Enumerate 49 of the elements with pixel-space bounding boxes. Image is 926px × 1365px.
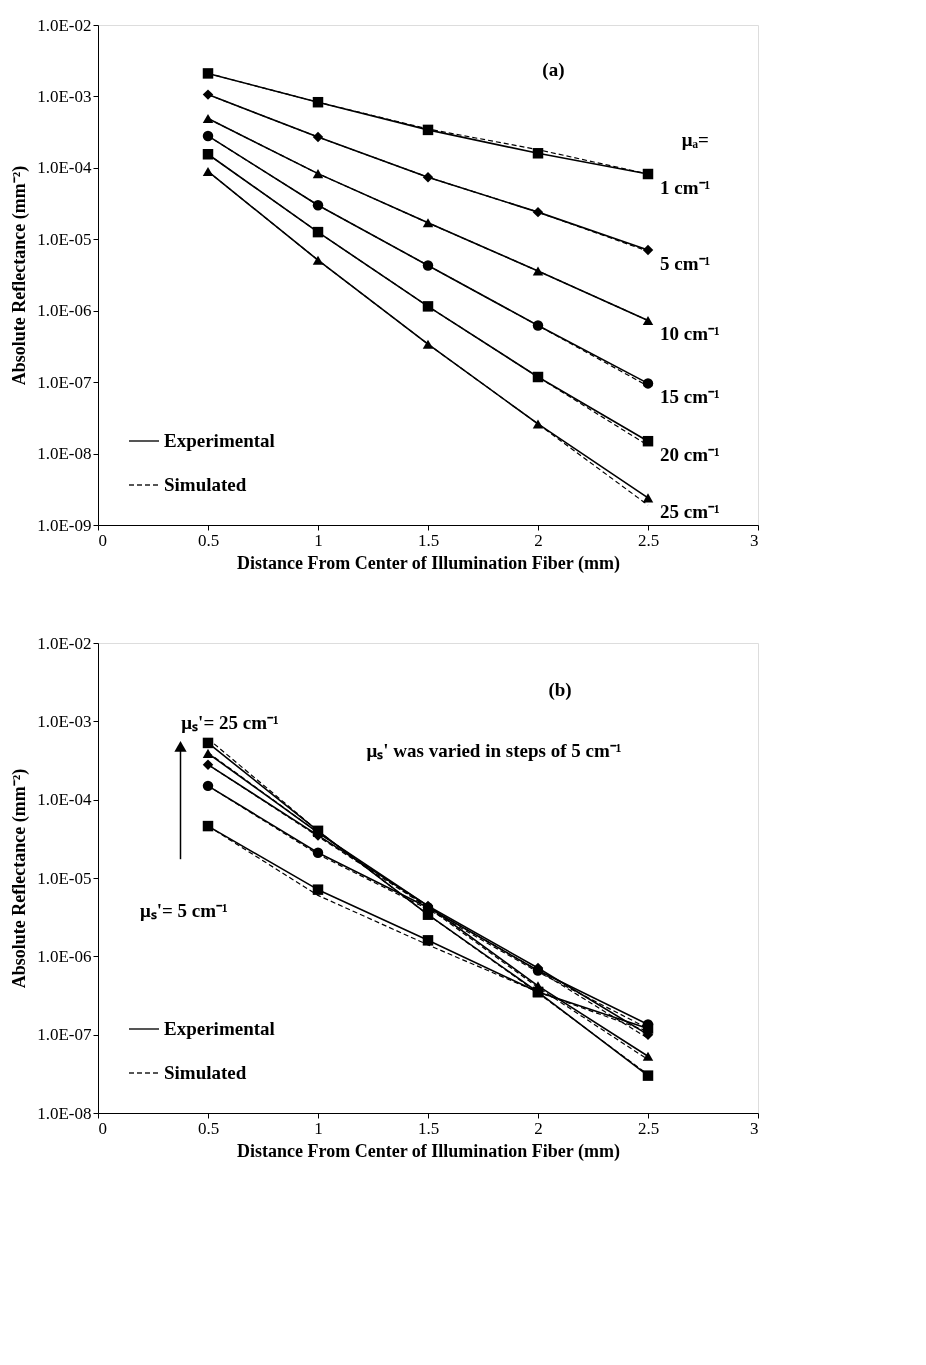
x-tick-label: 2.5 <box>637 1118 660 1138</box>
y-tick-label: 1.0E-02 <box>37 633 92 653</box>
x-tick-label: 3 <box>750 530 759 550</box>
y-axis-title: Absolute Reflectance (mm⁻²) <box>9 165 31 386</box>
series-label: 15 cm⁻¹ <box>660 386 720 408</box>
annotation: Simulated <box>164 474 247 495</box>
annotation: μₛ'= 5 cm⁻¹ <box>139 899 228 921</box>
annotation: μₛ'= 25 cm⁻¹ <box>181 711 279 733</box>
series-label: 1 cm⁻¹ <box>660 177 711 199</box>
y-tick-label: 1.0E-05 <box>37 229 92 249</box>
y-tick-label: 1.0E-05 <box>37 868 92 888</box>
y-tick-label: 1.0E-04 <box>37 158 92 178</box>
x-tick-label: 1.5 <box>417 530 440 550</box>
annotation: (b) <box>548 679 572 701</box>
x-tick-label: 2 <box>534 1118 543 1138</box>
y-tick-label: 1.0E-08 <box>37 444 92 464</box>
x-tick-label: 0.5 <box>197 530 220 550</box>
annotation: μₐ= <box>681 129 709 150</box>
annotation: μₛ' was varied in steps of 5 cm⁻¹ <box>366 740 622 762</box>
annotation: Simulated <box>164 1062 247 1083</box>
y-tick-label: 1.0E-08 <box>37 1103 92 1123</box>
x-tick-label: 0.5 <box>197 1118 220 1138</box>
y-tick-label: 1.0E-03 <box>37 711 92 731</box>
x-tick-label: 1 <box>314 530 323 550</box>
y-tick-label: 1.0E-07 <box>37 372 92 392</box>
annotation: Experimental <box>164 430 275 451</box>
annotation: Experimental <box>164 1018 275 1039</box>
y-tick-label: 1.0E-03 <box>37 86 92 106</box>
x-tick-label: 3 <box>750 1118 759 1138</box>
series-label: 25 cm⁻¹ <box>660 500 720 522</box>
x-tick-label: 0 <box>98 530 107 550</box>
x-tick-label: 2.5 <box>637 530 660 550</box>
y-tick-label: 1.0E-06 <box>37 301 92 321</box>
y-axis-title: Absolute Reflectance (mm⁻²) <box>9 768 31 989</box>
y-tick-label: 1.0E-06 <box>37 946 92 966</box>
y-tick-label: 1.0E-07 <box>37 1025 92 1045</box>
y-tick-label: 1.0E-02 <box>37 15 92 35</box>
y-tick-label: 1.0E-04 <box>37 790 92 810</box>
x-tick-label: 0 <box>98 1118 107 1138</box>
series-label: 5 cm⁻¹ <box>660 252 711 274</box>
annotation: (a) <box>542 59 565 81</box>
x-axis-title: Distance From Center of Illumination Fiber (mm) <box>237 1140 620 1162</box>
x-tick-label: 1.5 <box>417 1118 440 1138</box>
series-label: 10 cm⁻¹ <box>660 323 720 345</box>
x-tick-label: 2 <box>534 530 543 550</box>
y-tick-label: 1.0E-09 <box>37 515 92 535</box>
x-axis-title: Distance From Center of Illumination Fiber (mm) <box>237 552 620 574</box>
x-tick-label: 1 <box>314 1118 323 1138</box>
series-label: 20 cm⁻¹ <box>660 444 720 466</box>
